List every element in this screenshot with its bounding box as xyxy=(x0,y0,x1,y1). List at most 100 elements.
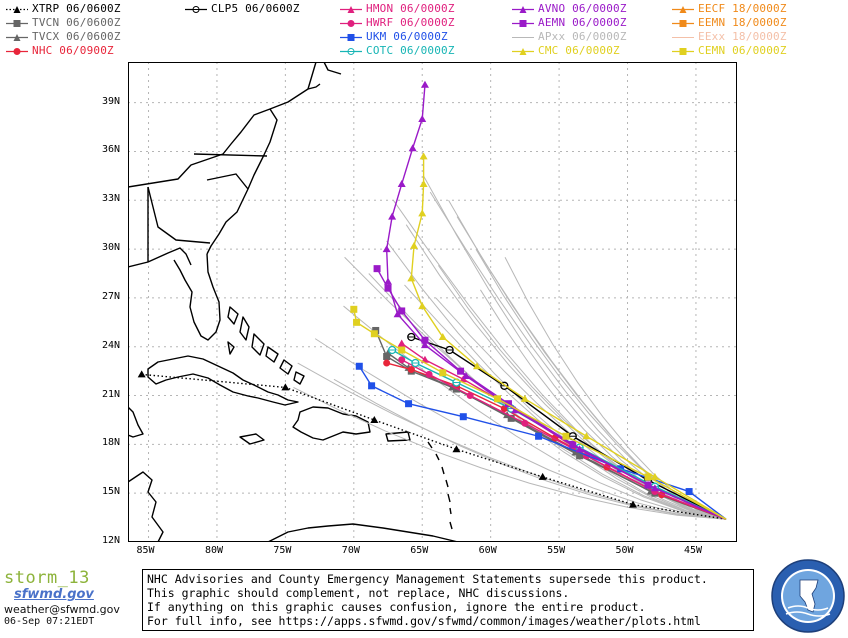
cuba xyxy=(147,355,299,406)
model-legend: XTRP 06/0600Z TVCN 06/0600Z TVCX 06/0600… xyxy=(0,0,848,62)
legend-entry: EECF 18/0000Z xyxy=(672,2,787,15)
track-marker xyxy=(644,481,652,489)
state-line-va-nc xyxy=(193,153,268,157)
track-avno xyxy=(382,80,727,520)
legend-label: XTRP 06/0600Z xyxy=(32,2,121,15)
legend-label: AEMN 06/0000Z xyxy=(538,16,627,29)
track-marker xyxy=(370,330,378,338)
lat-label: 33N xyxy=(102,193,121,205)
ensemble-track xyxy=(456,216,727,520)
track-marker xyxy=(644,473,652,481)
state-line-nc-sc xyxy=(206,173,249,190)
track-marker xyxy=(370,415,379,423)
track-marker xyxy=(388,212,397,220)
track-marker xyxy=(410,241,419,249)
track-marker xyxy=(569,440,577,448)
map-canvas xyxy=(128,62,737,542)
legend-entry: TVCN 06/0600Z xyxy=(6,16,121,29)
track-marker xyxy=(628,500,637,508)
legend-entry: HMON 06/0000Z xyxy=(340,2,455,15)
legend-entry: TVCX 06/0600Z xyxy=(6,30,121,43)
ensemble-track xyxy=(429,191,727,520)
track-marker xyxy=(407,274,416,282)
bahamas-3 xyxy=(251,333,265,356)
track-marker xyxy=(384,284,392,292)
track-marker xyxy=(571,448,580,456)
lesser-antilles xyxy=(427,441,453,530)
track-cemn xyxy=(350,305,727,520)
lat-label: 27N xyxy=(102,290,121,302)
bahamas-1 xyxy=(227,306,239,325)
track-marker xyxy=(419,152,428,160)
hispaniola xyxy=(292,406,371,441)
legend-label: COTC 06/0000Z xyxy=(366,44,455,57)
track-marker xyxy=(368,382,376,390)
legend-label: NHC 06/0900Z xyxy=(32,44,114,57)
disclaimer-link-line[interactable]: For full info, see https://apps.sfwmd.go… xyxy=(147,614,701,628)
track-marker xyxy=(382,245,391,253)
track-marker xyxy=(398,356,406,364)
disclaimer-line: If anything on this graphic causes confu… xyxy=(147,600,646,614)
sfwmd-seal-icon xyxy=(770,558,846,634)
track-line xyxy=(385,84,727,520)
legend-entry: CMC 06/0000Z xyxy=(512,44,620,57)
track-marker xyxy=(511,406,520,414)
track-marker xyxy=(373,265,381,273)
track-marker xyxy=(397,180,406,188)
legend-marker-icon xyxy=(6,33,28,41)
track-marker xyxy=(407,332,416,342)
lat-label: 21N xyxy=(102,388,121,400)
disclaimer-line: This graphic should complement, not repl… xyxy=(147,586,570,600)
track-marker xyxy=(387,345,397,355)
lon-label: 45W xyxy=(683,545,702,556)
legend-marker-icon xyxy=(340,33,362,41)
legend-label: EExx 18/0000Z xyxy=(698,30,787,43)
florida xyxy=(173,253,221,341)
legend-entry: APxx 06/0000Z xyxy=(512,30,627,43)
lat-label: 12N xyxy=(102,535,121,546)
ensemble-track xyxy=(333,378,727,520)
legend-entry: EEMN 18/0000Z xyxy=(672,16,787,29)
track-marker xyxy=(576,452,584,460)
track-marker xyxy=(538,472,547,480)
lon-label: 80W xyxy=(204,545,224,556)
ensemble-track xyxy=(475,248,727,520)
track-marker xyxy=(397,339,406,347)
legend-entry: AEMN 06/0000Z xyxy=(512,16,627,29)
yucatan xyxy=(128,406,144,438)
lat-label: 30N xyxy=(102,242,121,254)
legend-entry: HWRF 06/0000Z xyxy=(340,16,455,29)
track-marker xyxy=(418,209,427,217)
ensemble-track xyxy=(392,200,727,520)
track-marker xyxy=(445,345,454,355)
lat-label: 24N xyxy=(102,339,121,351)
track-xtrp xyxy=(137,370,727,520)
legend-marker-icon xyxy=(672,19,694,27)
track-marker xyxy=(398,346,406,354)
track-marker xyxy=(355,362,363,370)
legend-marker-icon xyxy=(340,19,362,27)
legend-label: EECF 18/0000Z xyxy=(698,2,787,15)
bahamas-4 xyxy=(265,346,279,363)
track-marker xyxy=(420,80,429,88)
sfwmd-logo[interactable]: sfwmd.gov xyxy=(14,587,94,602)
track-line xyxy=(411,336,727,520)
track-marker xyxy=(418,114,427,122)
legend-label: EEMN 18/0000Z xyxy=(698,16,787,29)
track-marker xyxy=(459,413,467,421)
legend-marker-icon xyxy=(6,47,28,55)
track-marker xyxy=(507,414,515,422)
legend-label: CLP5 06/0600Z xyxy=(211,2,300,15)
contact-email[interactable]: weather@sfwmd.gov xyxy=(4,603,120,616)
track-marker xyxy=(438,332,447,340)
south-america xyxy=(267,523,459,542)
map-border xyxy=(128,62,737,542)
ensemble-track xyxy=(344,256,727,520)
lon-label: 75W xyxy=(273,545,292,556)
legend-entry: CLP5 06/0600Z xyxy=(185,2,300,15)
bahamas-5 xyxy=(279,359,293,375)
bahamas-2 xyxy=(239,316,250,341)
track-marker xyxy=(411,358,420,368)
lon-label: 50W xyxy=(615,545,634,556)
track-marker xyxy=(582,432,591,440)
